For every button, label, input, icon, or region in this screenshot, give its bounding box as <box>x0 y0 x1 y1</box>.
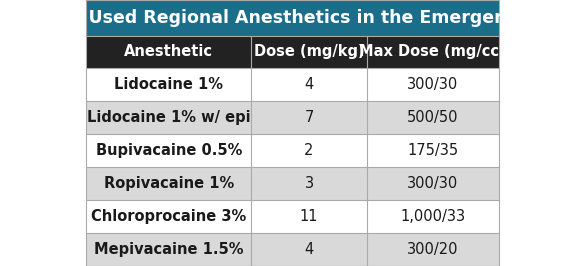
FancyBboxPatch shape <box>86 167 499 200</box>
FancyBboxPatch shape <box>86 134 499 167</box>
FancyBboxPatch shape <box>86 101 499 134</box>
Text: 7: 7 <box>304 110 314 125</box>
Text: 175/35: 175/35 <box>407 143 459 158</box>
Text: 300/30: 300/30 <box>407 77 459 92</box>
Text: Lidocaine 1% w/ epi: Lidocaine 1% w/ epi <box>87 110 250 125</box>
FancyBboxPatch shape <box>86 200 499 233</box>
Text: Bupivacaine 0.5%: Bupivacaine 0.5% <box>95 143 242 158</box>
FancyBboxPatch shape <box>86 68 499 101</box>
FancyBboxPatch shape <box>86 36 499 68</box>
Text: Chloroprocaine 3%: Chloroprocaine 3% <box>91 209 246 224</box>
Text: 2: 2 <box>304 143 314 158</box>
Text: Lidocaine 1%: Lidocaine 1% <box>114 77 223 92</box>
Text: Dose (mg/kg): Dose (mg/kg) <box>254 44 364 59</box>
Text: 3: 3 <box>304 176 314 191</box>
Text: 500/50: 500/50 <box>407 110 459 125</box>
FancyBboxPatch shape <box>86 233 499 266</box>
Text: 300/20: 300/20 <box>407 242 459 257</box>
Text: 11: 11 <box>300 209 318 224</box>
Text: 4: 4 <box>304 242 314 257</box>
Text: 4: 4 <box>304 77 314 92</box>
Text: 300/30: 300/30 <box>407 176 459 191</box>
Text: Mepivacaine 1.5%: Mepivacaine 1.5% <box>94 242 243 257</box>
Text: Ropivacaine 1%: Ropivacaine 1% <box>104 176 234 191</box>
FancyBboxPatch shape <box>86 0 499 36</box>
Text: Commonly Used Regional Anesthetics in the Emergency Setting: Commonly Used Regional Anesthetics in th… <box>0 9 585 27</box>
Text: Max Dose (mg/cc): Max Dose (mg/cc) <box>359 44 506 59</box>
Text: Anesthetic: Anesthetic <box>124 44 213 59</box>
Text: 1,000/33: 1,000/33 <box>400 209 465 224</box>
